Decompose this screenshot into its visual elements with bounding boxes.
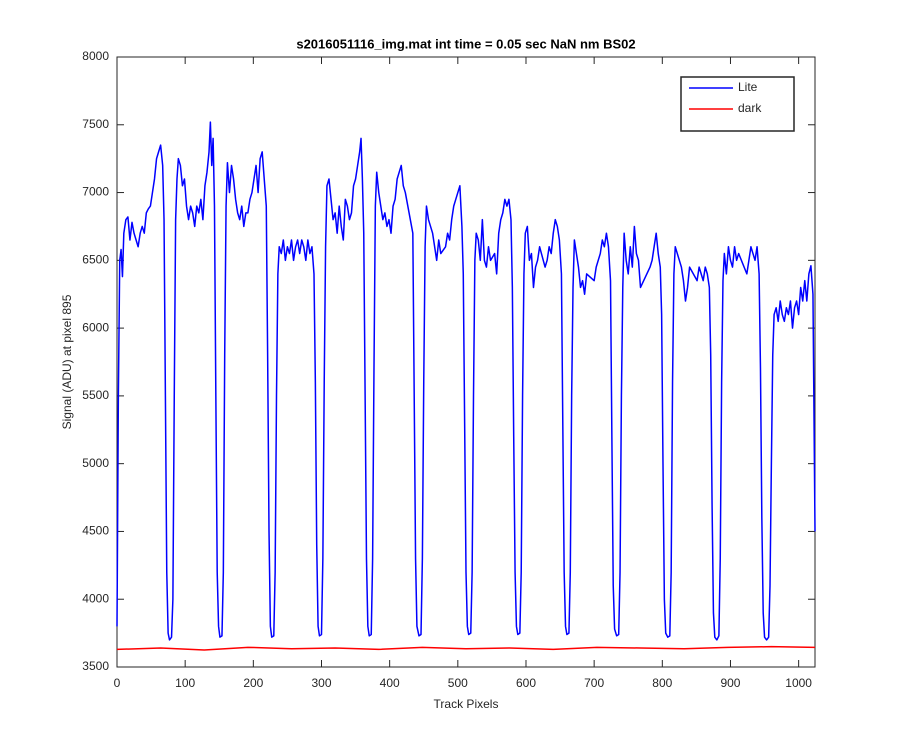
legend-label: dark <box>738 101 762 115</box>
legend-box <box>680 76 795 132</box>
x-tick-label: 800 <box>652 676 672 690</box>
x-tick-label: 300 <box>311 676 331 690</box>
y-tick-label: 4000 <box>82 591 109 605</box>
x-tick-label: 1000 <box>785 676 812 690</box>
y-tick-label: 7500 <box>82 117 109 131</box>
legend-label: Lite <box>738 80 758 94</box>
x-axis-label: Track Pixels <box>434 697 499 711</box>
data-line <box>116 645 816 651</box>
y-tick-label: 5000 <box>82 456 109 470</box>
chart-title: s2016051116_img.mat int time = 0.05 sec … <box>296 36 635 51</box>
x-tick-label: 0 <box>114 676 121 690</box>
y-tick-label: 4500 <box>82 524 109 538</box>
x-tick-label: 100 <box>175 676 195 690</box>
y-axis-label: Signal (ADU) at pixel 895 <box>60 294 74 429</box>
y-tick-label: 3500 <box>82 659 109 673</box>
y-tick-label: 7000 <box>82 185 109 199</box>
x-tick-label: 400 <box>380 676 400 690</box>
data-line <box>116 121 816 641</box>
y-tick-label: 6000 <box>82 320 109 334</box>
x-tick-label: 600 <box>516 676 536 690</box>
y-tick-label: 6500 <box>82 253 109 267</box>
x-tick-label: 900 <box>720 676 740 690</box>
y-tick-label: 8000 <box>82 49 109 63</box>
x-tick-label: 200 <box>243 676 263 690</box>
y-tick-label: 5500 <box>82 388 109 402</box>
x-tick-label: 500 <box>448 676 468 690</box>
x-tick-label: 700 <box>584 676 604 690</box>
